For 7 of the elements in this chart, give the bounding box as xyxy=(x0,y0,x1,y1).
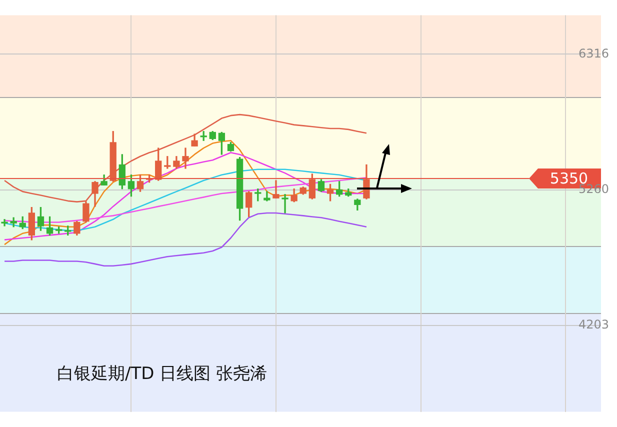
candlestick xyxy=(164,156,171,169)
candlestick xyxy=(64,226,72,236)
candlestick xyxy=(282,194,288,214)
y-tick-label: 4203 xyxy=(578,318,609,332)
candlestick xyxy=(254,188,262,202)
y-tick-label: 6316 xyxy=(578,46,609,60)
text: 白银延期/TD 日线图 张尧浠 xyxy=(57,363,268,385)
